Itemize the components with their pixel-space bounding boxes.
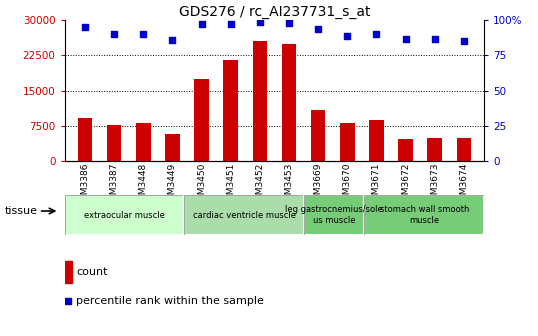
Text: count: count — [76, 267, 108, 277]
Bar — [364, 195, 484, 235]
Bar — [252, 41, 267, 161]
Bar — [305, 195, 364, 235]
Text: extraocular muscle: extraocular muscle — [84, 211, 165, 219]
Point — [64, 298, 73, 303]
Bar — [340, 123, 355, 161]
Text: leg gastrocnemius/sole
us muscle: leg gastrocnemius/sole us muscle — [286, 205, 383, 225]
Bar — [107, 125, 122, 161]
Bar — [77, 118, 92, 161]
Bar — [398, 139, 413, 161]
Point — [372, 32, 381, 37]
Point — [81, 25, 89, 30]
Bar — [194, 79, 209, 161]
Point — [285, 20, 293, 26]
Bar — [65, 195, 185, 235]
Point — [139, 32, 147, 37]
Title: GDS276 / rc_AI237731_s_at: GDS276 / rc_AI237731_s_at — [179, 5, 370, 19]
Point — [343, 33, 351, 38]
Point — [256, 19, 264, 24]
Bar — [165, 134, 180, 161]
Point — [226, 22, 235, 27]
Text: percentile rank within the sample: percentile rank within the sample — [76, 296, 264, 306]
Bar — [185, 195, 305, 235]
Bar — [65, 195, 185, 235]
Bar — [65, 261, 72, 283]
Bar — [427, 138, 442, 161]
Point — [401, 36, 410, 41]
Point — [314, 26, 322, 31]
Point — [168, 37, 176, 43]
Bar — [369, 120, 384, 161]
Bar — [305, 195, 364, 235]
Bar — [311, 110, 325, 161]
Point — [430, 36, 439, 41]
Bar — [136, 123, 151, 161]
Bar — [185, 195, 305, 235]
Point — [110, 32, 118, 37]
Point — [459, 39, 468, 44]
Text: tissue: tissue — [5, 206, 38, 216]
Bar — [282, 44, 296, 161]
Point — [197, 22, 206, 27]
Text: stomach wall smooth
muscle: stomach wall smooth muscle — [380, 205, 469, 225]
Bar — [223, 60, 238, 161]
Bar — [457, 138, 471, 161]
Bar — [364, 195, 484, 235]
Text: cardiac ventricle muscle: cardiac ventricle muscle — [193, 211, 296, 219]
